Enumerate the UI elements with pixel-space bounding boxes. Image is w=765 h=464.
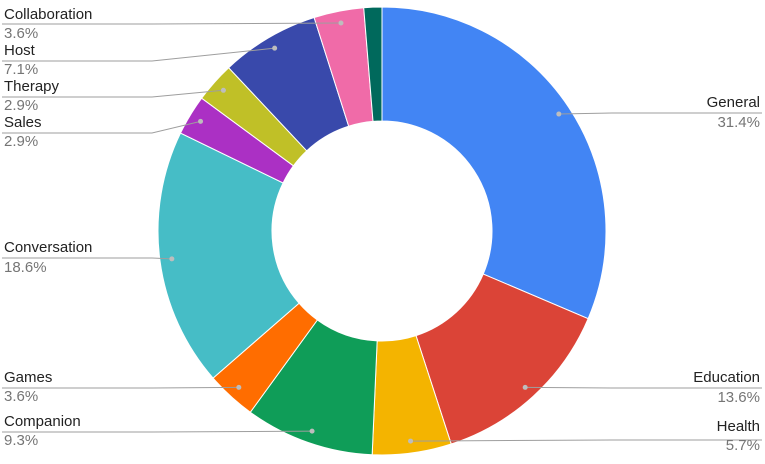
leader-line [2, 89, 224, 98]
leader-line [2, 430, 313, 433]
leader-dot [338, 20, 344, 26]
leader-dot [220, 87, 226, 93]
leader-dot [236, 384, 242, 390]
leader-line [2, 386, 239, 389]
leader-dot [522, 384, 528, 390]
slice-label: Host [4, 42, 36, 59]
slice-value: 3.6% [4, 388, 38, 405]
leader-line [2, 257, 172, 260]
leader-line [525, 386, 762, 389]
leader-line [2, 22, 341, 25]
slice-value: 9.3% [4, 432, 38, 449]
slice-label: Education [693, 369, 760, 386]
leader-line [410, 439, 762, 442]
slice-value: 2.9% [4, 97, 38, 114]
slice-value: 5.7% [726, 437, 760, 454]
leader-line [558, 112, 762, 115]
slice-label: Collaboration [4, 6, 92, 23]
slice-label: General [707, 94, 760, 111]
slice-value: 2.9% [4, 133, 38, 150]
slice-label: Games [4, 369, 52, 386]
slice-value: 13.6% [717, 389, 760, 406]
slice [381, 6, 607, 320]
slice-label: Health [717, 418, 760, 435]
leader-line [2, 120, 201, 134]
slice [157, 132, 300, 379]
slice-label: Conversation [4, 239, 92, 256]
leader-dot [408, 438, 414, 444]
leader-dot [556, 111, 562, 117]
leader-line [2, 47, 275, 62]
slice-label: Companion [4, 413, 81, 430]
leader-dot [272, 45, 278, 51]
slice-value: 7.1% [4, 61, 38, 78]
slice-value: 31.4% [717, 114, 760, 131]
leader-dot [309, 428, 315, 434]
slice-value: 3.6% [4, 25, 38, 42]
slice [363, 6, 383, 122]
slice-label: Therapy [4, 78, 60, 95]
leader-dot [169, 256, 175, 262]
slice-label: Sales [4, 114, 42, 131]
slice-value: 18.6% [4, 259, 47, 276]
leader-dot [198, 118, 204, 124]
slice [415, 273, 589, 445]
